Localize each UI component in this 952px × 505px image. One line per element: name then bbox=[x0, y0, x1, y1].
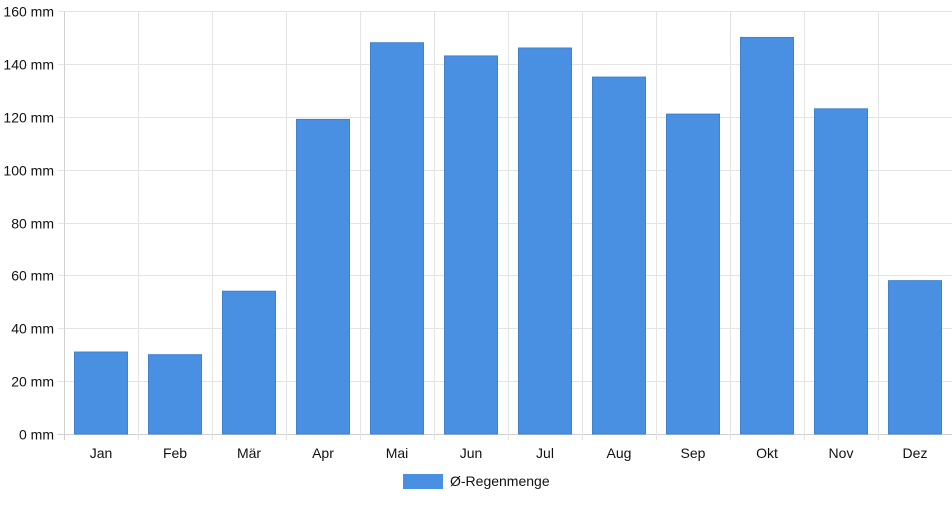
legend[interactable]: Ø-Regenmenge bbox=[403, 473, 550, 489]
x-tick-label: Feb bbox=[163, 445, 187, 461]
y-tick-label: 40 mm bbox=[11, 321, 54, 337]
bar-okt[interactable] bbox=[740, 36, 794, 435]
bar-mai[interactable] bbox=[370, 42, 424, 435]
y-tick-label: 20 mm bbox=[11, 374, 54, 390]
x-tick-label: Jan bbox=[90, 445, 113, 461]
bar-apr[interactable] bbox=[296, 118, 350, 435]
x-tick-label: Apr bbox=[312, 445, 334, 461]
x-tick-label: Sep bbox=[681, 445, 706, 461]
legend-swatch bbox=[403, 474, 443, 489]
bar-jan[interactable] bbox=[74, 351, 128, 435]
x-tick-label: Dez bbox=[903, 445, 928, 461]
legend-label: Ø-Regenmenge bbox=[450, 473, 550, 489]
bar-nov[interactable] bbox=[814, 108, 868, 435]
bar-sep[interactable] bbox=[666, 113, 720, 435]
bar-jul[interactable] bbox=[518, 47, 572, 435]
x-tick-label: Mai bbox=[386, 445, 409, 461]
bar-dez[interactable] bbox=[888, 280, 942, 435]
y-axis-ticks: 0 mm 20 mm 40 mm 60 mm 80 mm 100 mm 120 mm 140 … bbox=[3, 4, 54, 443]
x-tick-label: Nov bbox=[829, 445, 854, 461]
bar-feb[interactable] bbox=[148, 354, 202, 435]
y-tick-label: 80 mm bbox=[11, 216, 54, 232]
x-tick-label: Okt bbox=[756, 445, 778, 461]
bar-aug[interactable] bbox=[592, 76, 646, 435]
y-tick-label: 100 mm bbox=[3, 163, 54, 179]
x-axis-ticks: Jan Feb Mär Apr Mai Jun Jul Aug Sep Okt Nov Dez bbox=[90, 445, 928, 461]
bar-jun[interactable] bbox=[444, 55, 498, 435]
y-tick-label: 160 mm bbox=[3, 4, 54, 20]
y-tick-label: 60 mm bbox=[11, 268, 54, 284]
x-tick-label: Jul bbox=[536, 445, 554, 461]
y-tick-label: 120 mm bbox=[3, 110, 54, 126]
x-tick-label: Jun bbox=[460, 445, 483, 461]
x-tick-label: Mär bbox=[237, 445, 261, 461]
x-tick-label: Aug bbox=[607, 445, 632, 461]
y-tick-label: 0 mm bbox=[19, 427, 54, 443]
bar-mär[interactable] bbox=[222, 290, 276, 435]
y-tick-label: 140 mm bbox=[3, 57, 54, 73]
bars bbox=[74, 36, 942, 435]
grid-lines bbox=[58, 11, 952, 440]
